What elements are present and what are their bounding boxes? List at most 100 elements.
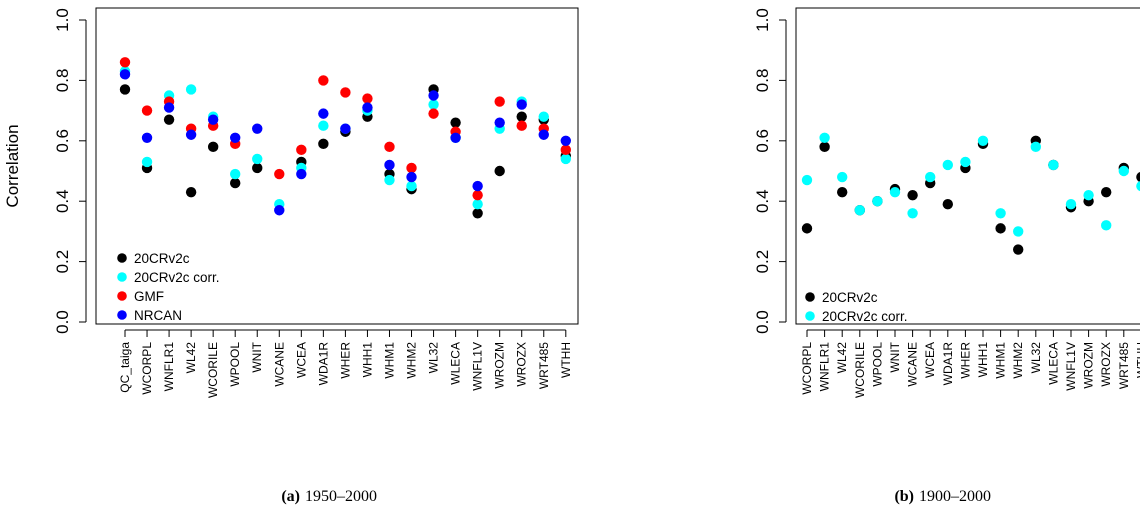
x-tick-label-a: WL42 (184, 342, 198, 374)
point-a-gmf (406, 162, 417, 174)
legend-label-a: 20CRv2c corr. (134, 270, 220, 285)
x-tick-label-b: WDA1R (941, 342, 955, 386)
legend-b: 20CRv2c 20CRv2c corr. (805, 290, 908, 324)
point-a-nrcan (318, 108, 329, 119)
point-a-20crv2c-corr- (185, 84, 197, 95)
y-tick-label-b: 0.0 (753, 310, 772, 334)
x-tick-label-a: WNFL1V (471, 342, 485, 391)
point-a-20crv2c-corr- (141, 156, 153, 168)
point-a-20crv2c (230, 177, 241, 189)
x-tick-label-a: WROZX (515, 342, 529, 387)
point-a-20crv2c (494, 165, 505, 177)
point-a-nrcan (230, 132, 241, 143)
chart-panel-a: 0.0 0.2 0.4 0.6 0.8 1.0 Correlation QC_taiga WCO… (3, 7, 579, 398)
point-a-nrcan (472, 180, 483, 192)
legend-label-b: 20CRv2c corr. (822, 309, 908, 324)
point-a-nrcan (296, 168, 307, 180)
point-a-20crv2c-corr- (318, 120, 329, 131)
point-a-20crv2c (163, 114, 175, 125)
point-a-nrcan (119, 69, 131, 80)
x-tick-label-b: WROZM (1082, 342, 1096, 389)
point-a-nrcan (494, 117, 505, 128)
point-a-gmf (274, 168, 285, 180)
point-a-20crv2c (472, 208, 483, 219)
point-b-20crv2c-corr- (995, 208, 1006, 219)
point-a-nrcan (406, 171, 417, 183)
x-tick-label-b: WCORILE (853, 342, 867, 398)
y-tick-label-a: 0.6 (53, 129, 72, 153)
x-tick-label-b: WCORPL (800, 342, 814, 395)
caption-b: (b) 1900–2000 (894, 488, 991, 505)
x-tick-label-b: WL32 (1029, 342, 1043, 374)
plot-frame-b (795, 7, 1140, 325)
point-b-20crv2c (837, 186, 848, 198)
point-b-20crv2c (1101, 186, 1112, 198)
x-tick-label-b: WCEA (923, 342, 937, 378)
y-tick-label-a: 0.4 (53, 189, 72, 213)
point-a-nrcan (516, 99, 527, 110)
point-b-20crv2c (819, 141, 830, 153)
point-a-gmf (494, 96, 505, 107)
point-b-20crv2c-corr- (889, 186, 901, 198)
point-b-20crv2c-corr- (907, 208, 918, 219)
x-tick-label-a: WCORPL (140, 342, 154, 395)
x-tick-label-b: WTHH (1134, 342, 1140, 378)
point-a-20crv2c (207, 141, 219, 153)
point-b-20crv2c (907, 189, 918, 201)
x-tick-label-a: QC_taiga (118, 342, 132, 393)
legend-marker-a (117, 253, 127, 263)
point-a-20crv2c-corr- (538, 111, 549, 122)
point-b-20crv2c-corr- (1048, 159, 1059, 171)
point-a-nrcan (538, 129, 549, 140)
point-a-nrcan (163, 102, 175, 113)
point-b-20crv2c-corr- (1013, 226, 1024, 237)
x-tick-label-a: WCEA (294, 342, 308, 378)
point-a-gmf (318, 75, 329, 86)
x-tick-label-b: WHM2 (1011, 342, 1025, 379)
point-a-nrcan (340, 123, 351, 134)
x-tick-label-a: WCANE (272, 342, 286, 387)
point-a-nrcan (428, 90, 439, 101)
point-a-nrcan (185, 129, 197, 140)
point-a-gmf (560, 144, 571, 156)
point-a-nrcan (384, 159, 395, 171)
legend-a: 20CRv2c 20CRv2c corr. GMF NRCAN (117, 251, 220, 323)
legend-marker-b (805, 311, 815, 321)
legend-marker-a (117, 291, 127, 301)
point-b-20crv2c-corr- (801, 174, 813, 186)
point-b-20crv2c-corr- (1030, 141, 1042, 153)
point-b-20crv2c-corr- (977, 135, 989, 146)
point-a-gmf (472, 189, 483, 201)
legend-marker-b (805, 292, 815, 302)
x-tick-label-a: WPOOL (228, 342, 242, 387)
point-a-gmf (516, 120, 527, 131)
x-tick-label-a: WCORILE (206, 342, 220, 398)
point-a-20crv2c-corr- (406, 180, 417, 192)
x-tick-label-b: WHH1 (976, 342, 990, 378)
x-tick-label-a: WHER (338, 342, 352, 379)
x-tick-label-b: WNFLR1 (818, 342, 832, 392)
point-b-20crv2c (995, 223, 1006, 234)
point-a-gmf (428, 108, 439, 119)
point-a-20crv2c-corr- (230, 168, 241, 180)
point-a-20crv2c (119, 84, 131, 95)
plot-frame-a (95, 7, 579, 325)
x-tick-label-b: WLECA (1046, 342, 1060, 385)
point-a-gmf (141, 105, 153, 116)
y-tick-label-a: 1.0 (53, 8, 72, 32)
point-b-20crv2c (1013, 244, 1024, 255)
point-b-20crv2c-corr- (1101, 220, 1112, 231)
x-tick-label-b: WHM1 (994, 342, 1008, 379)
point-b-20crv2c-corr- (925, 171, 936, 183)
point-a-20crv2c (516, 111, 527, 122)
x-tick-label-a: WHH1 (360, 342, 374, 378)
y-tick-label-b: 0.8 (753, 69, 772, 93)
point-b-20crv2c-corr- (1118, 165, 1130, 177)
legend-marker-a (117, 310, 127, 320)
point-b-20crv2c-corr- (960, 156, 971, 168)
y-tick-label-a: 0.8 (53, 69, 72, 93)
point-a-20crv2c-corr- (428, 99, 439, 110)
point-b-20crv2c-corr- (1083, 189, 1094, 201)
point-b-20crv2c (1136, 172, 1140, 183)
